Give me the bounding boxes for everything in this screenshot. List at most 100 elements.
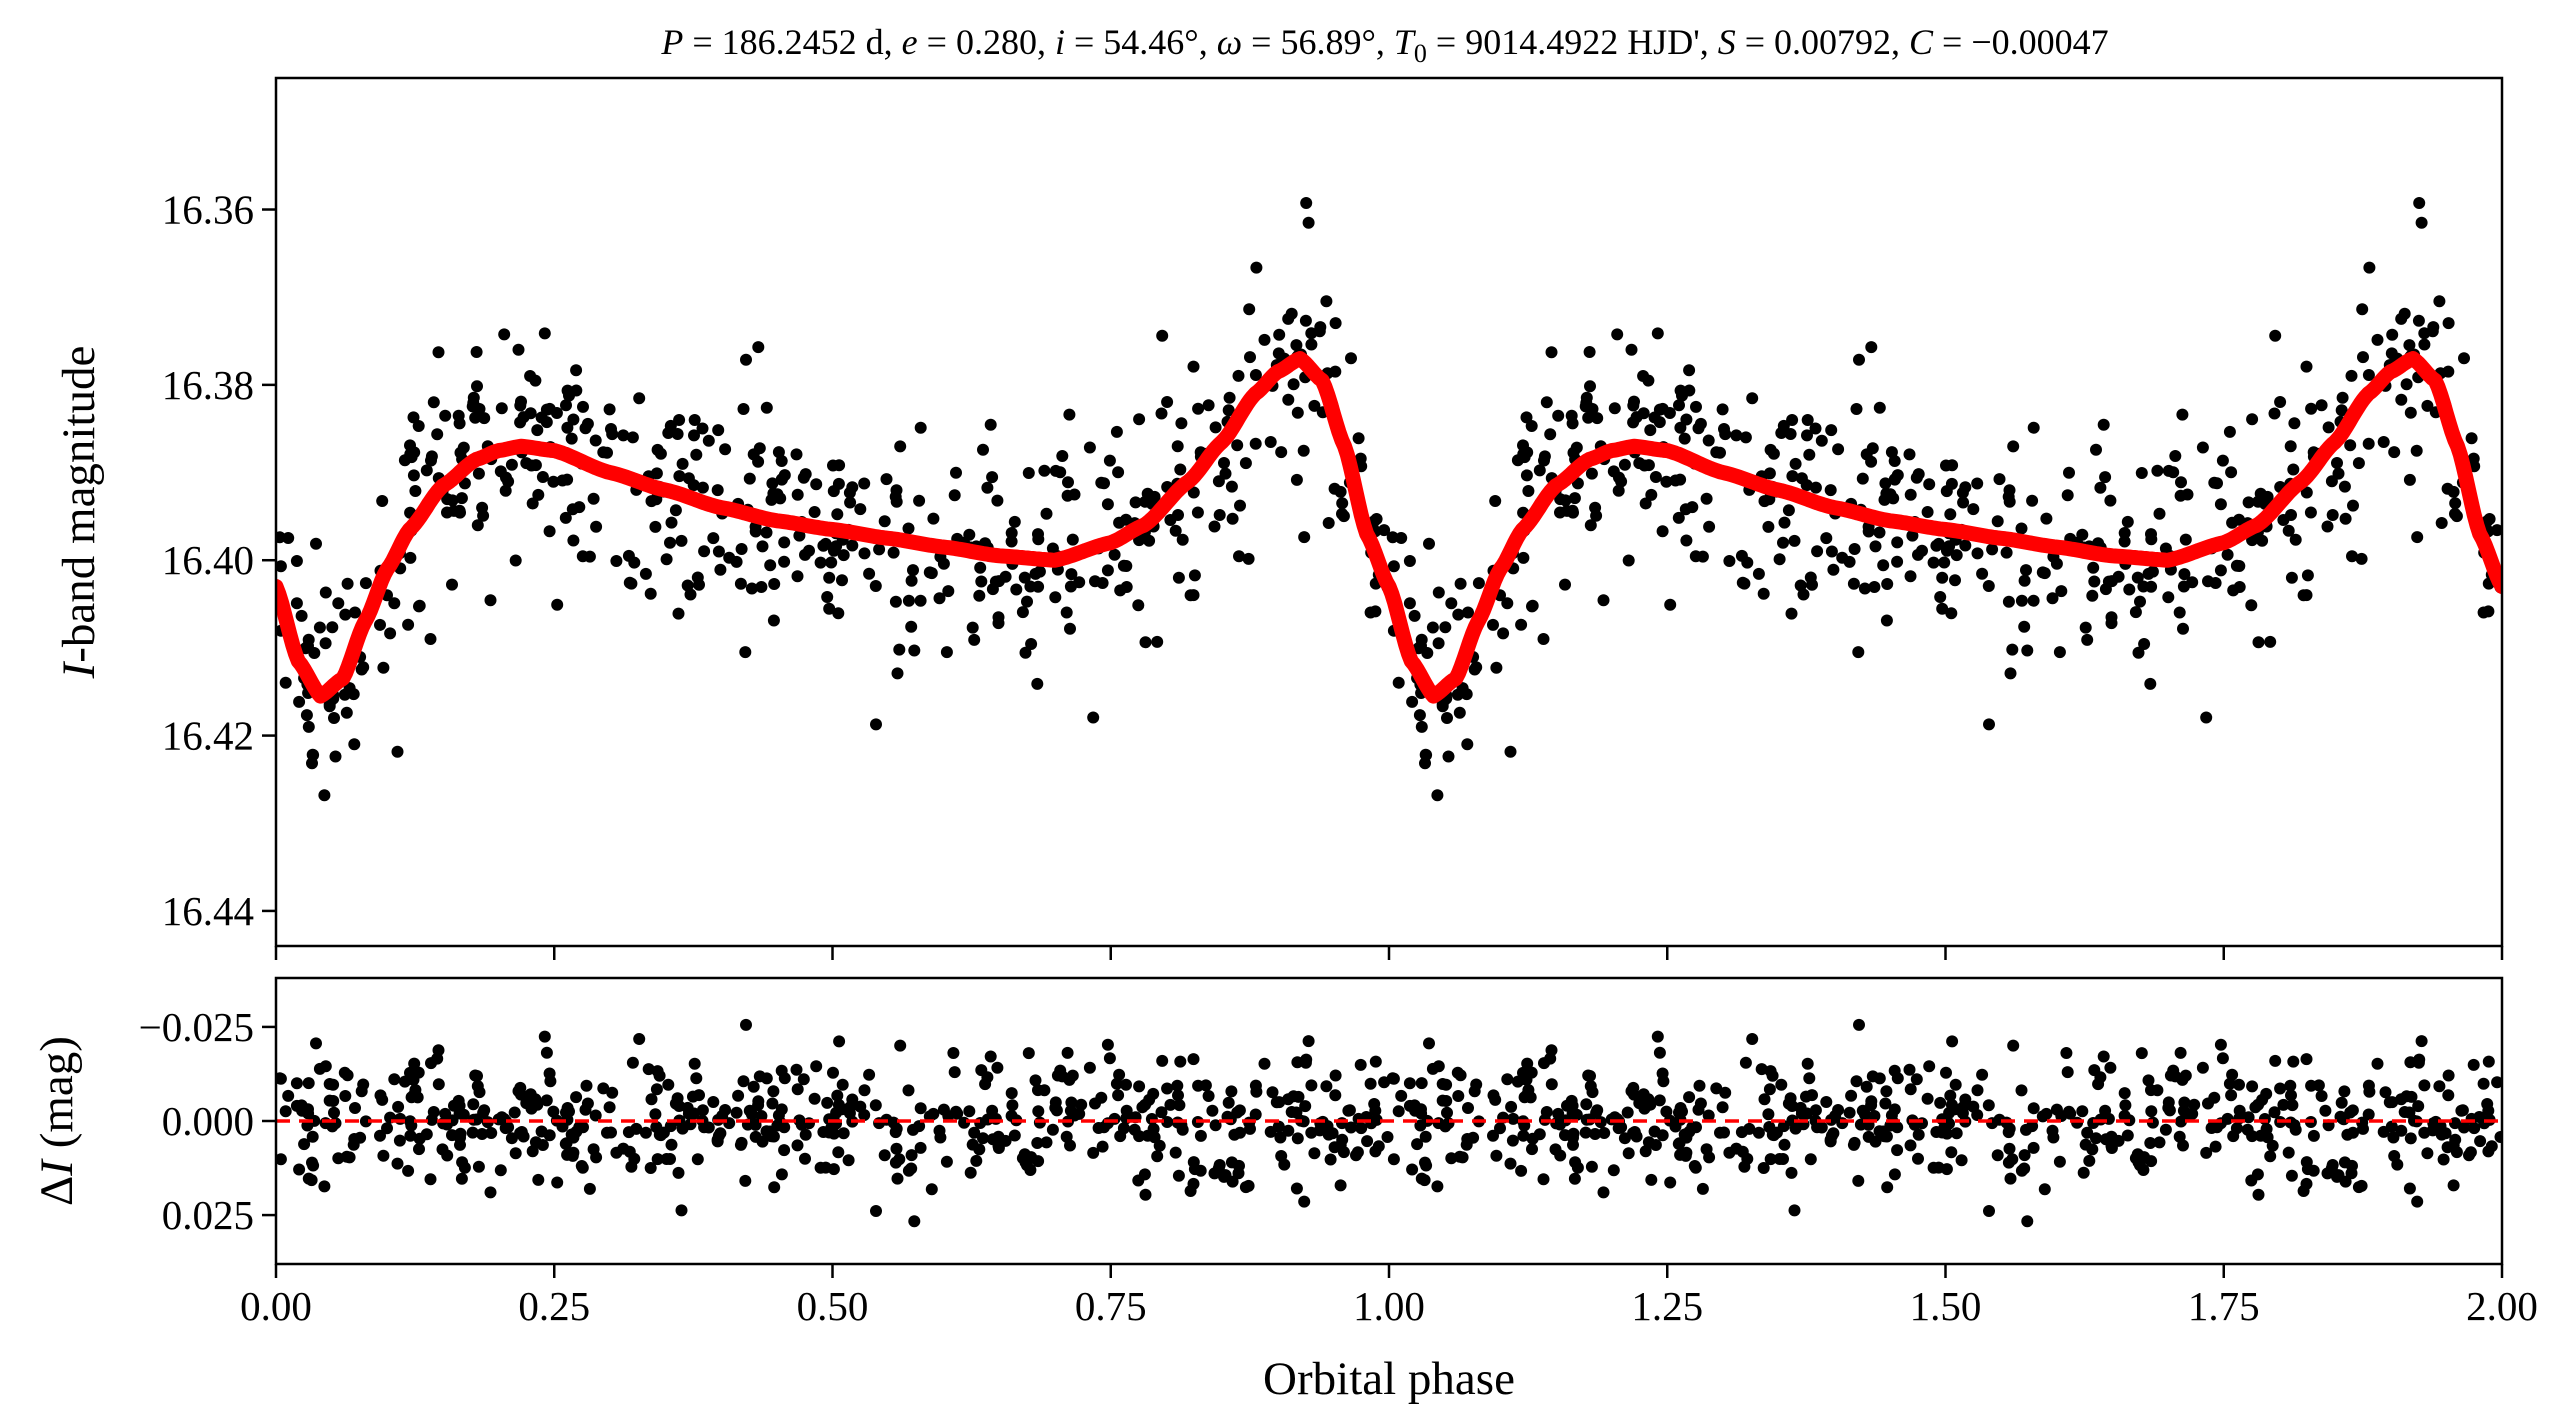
residual-point (914, 1141, 927, 1154)
residual-point (2242, 1111, 2255, 1124)
residual-point (1032, 1084, 1044, 1097)
residual-point (2145, 1084, 2157, 1097)
data-point (470, 346, 483, 358)
residual-point (581, 1097, 594, 1110)
data-point (1110, 425, 1123, 438)
data-point (1103, 454, 1116, 467)
residual-point (2174, 1046, 2187, 1059)
residual-point (2079, 1138, 2092, 1151)
residual-point (2464, 1146, 2477, 1159)
residual-point (650, 1083, 663, 1096)
residual-point (1184, 1185, 1197, 1197)
residual-point (2385, 1120, 2398, 1133)
data-point (339, 608, 352, 621)
residual-y-axis-label: ΔI (mag) (31, 1036, 83, 1206)
residual-point (2405, 1090, 2418, 1103)
data-point (1087, 711, 1100, 724)
residual-point (947, 1047, 960, 1059)
data-point (1413, 709, 1426, 722)
data-point (1865, 455, 1878, 468)
residual-point (778, 1144, 791, 1157)
residual-point (1903, 1063, 1916, 1076)
data-point (2388, 446, 2401, 459)
residual-point (404, 1129, 417, 1142)
data-point (1869, 540, 1882, 553)
data-point (2040, 512, 2053, 525)
residual-point (927, 1107, 940, 1120)
data-point (2301, 569, 2314, 582)
residual-point (989, 1112, 1002, 1125)
residual-point (424, 1173, 437, 1186)
residual-x-ticks: 0.00 0.25 0.50 0.75 1.00 1.25 1.50 1.75 2.00 (240, 1264, 2538, 1329)
residual-point (1916, 1117, 1928, 1130)
residual-point (1064, 1139, 1076, 1152)
residual-point (1161, 1082, 1174, 1095)
data-point (1172, 571, 1185, 584)
residual-point (1112, 1089, 1125, 1102)
data-point (439, 409, 452, 422)
data-point (1678, 432, 1691, 445)
residual-point (2118, 1087, 2131, 1100)
data-point (290, 555, 303, 567)
data-point (1580, 391, 1593, 404)
residual-point (2491, 1076, 2502, 1089)
residual-point (1354, 1058, 1367, 1071)
residual-point (1714, 1126, 1726, 1139)
residual-point (1504, 1157, 1517, 1170)
residual-point (1912, 1152, 1924, 1165)
data-point (1904, 488, 1917, 501)
residual-point (1222, 1096, 1235, 1109)
residual-point (2418, 1079, 2431, 1092)
data-point (1369, 605, 1382, 618)
y-tick-label: 0.025 (162, 1192, 254, 1238)
data-point (671, 428, 684, 440)
residual-point (2404, 1056, 2417, 1069)
residual-point (1585, 1160, 1598, 1173)
y-tick-label: 16.38 (162, 362, 254, 408)
data-point (1618, 458, 1631, 471)
data-point (1302, 216, 1315, 229)
residual-point (691, 1153, 704, 1166)
residual-point (1976, 1068, 1989, 1081)
data-point (905, 620, 918, 633)
data-point (427, 396, 440, 409)
data-point (755, 581, 768, 593)
data-point (2483, 513, 2496, 525)
data-point (407, 411, 420, 424)
data-point (1226, 512, 1239, 525)
data-point (740, 353, 752, 366)
data-point (1912, 468, 1925, 481)
data-point (2410, 444, 2423, 457)
residual-point (799, 1128, 812, 1141)
residual-point (412, 1066, 425, 1079)
data-point (1522, 485, 1535, 497)
data-point (1865, 341, 1878, 354)
data-point (476, 501, 489, 514)
residual-point (1932, 1161, 1945, 1174)
data-point (540, 416, 553, 429)
data-point (2178, 568, 2191, 581)
residual-point (1285, 1106, 1298, 1118)
residual-point (1702, 1109, 1715, 1122)
data-point (873, 543, 886, 556)
data-point (675, 534, 688, 547)
residual-point (393, 1134, 406, 1147)
data-point (1653, 403, 1666, 416)
data-point (318, 789, 331, 802)
data-point (2123, 583, 2136, 596)
x-tick-label: 1.50 (1910, 1283, 1982, 1329)
data-point (1651, 327, 1664, 340)
residual-point (540, 1094, 553, 1107)
data-point (2142, 567, 2155, 580)
data-point (1504, 745, 1517, 758)
data-point (1786, 470, 1799, 483)
magnitude-y-ticks: 16.36 16.38 16.40 16.42 16.44 (162, 187, 276, 934)
data-point (650, 467, 663, 480)
data-point (2357, 351, 2369, 364)
data-point (887, 546, 900, 559)
data-point (1559, 578, 1571, 591)
data-point (290, 597, 303, 610)
data-point (1880, 614, 1893, 627)
data-point (902, 594, 915, 607)
data-point (606, 428, 619, 441)
